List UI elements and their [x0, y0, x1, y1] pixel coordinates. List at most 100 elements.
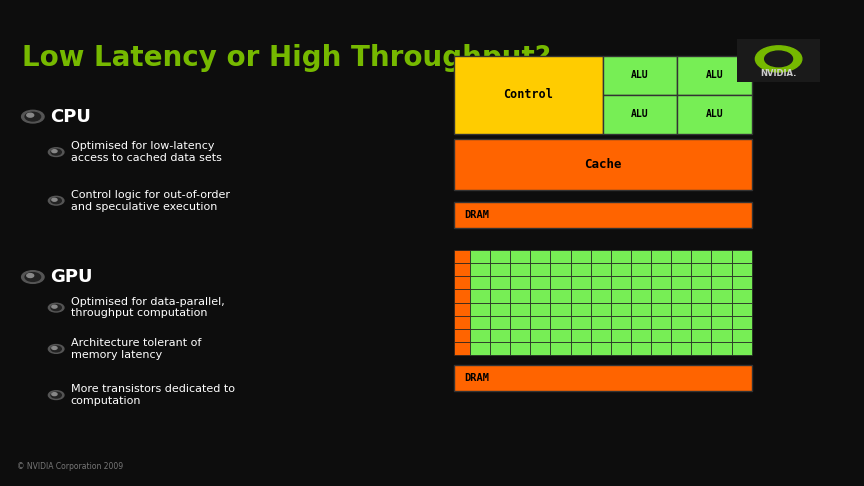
FancyBboxPatch shape	[511, 290, 530, 302]
FancyBboxPatch shape	[611, 342, 631, 355]
Text: © NVIDIA Corporation 2009: © NVIDIA Corporation 2009	[17, 462, 124, 471]
FancyBboxPatch shape	[711, 302, 732, 315]
Circle shape	[27, 274, 34, 278]
FancyBboxPatch shape	[732, 263, 752, 277]
FancyBboxPatch shape	[651, 290, 671, 302]
FancyBboxPatch shape	[550, 290, 570, 302]
FancyBboxPatch shape	[490, 250, 511, 263]
FancyBboxPatch shape	[651, 277, 671, 290]
FancyBboxPatch shape	[570, 342, 591, 355]
FancyBboxPatch shape	[631, 315, 651, 329]
Text: CPU: CPU	[50, 107, 91, 126]
Circle shape	[52, 198, 57, 201]
Circle shape	[51, 305, 61, 311]
FancyBboxPatch shape	[691, 277, 711, 290]
Text: ALU: ALU	[706, 70, 723, 80]
FancyBboxPatch shape	[550, 263, 570, 277]
Text: ALU: ALU	[706, 109, 723, 119]
FancyBboxPatch shape	[631, 302, 651, 315]
FancyBboxPatch shape	[651, 302, 671, 315]
FancyBboxPatch shape	[530, 329, 550, 342]
FancyBboxPatch shape	[470, 342, 490, 355]
FancyBboxPatch shape	[602, 56, 677, 95]
FancyBboxPatch shape	[470, 302, 490, 315]
FancyBboxPatch shape	[677, 56, 752, 95]
FancyBboxPatch shape	[490, 263, 511, 277]
FancyBboxPatch shape	[631, 277, 651, 290]
FancyBboxPatch shape	[671, 342, 691, 355]
FancyBboxPatch shape	[470, 329, 490, 342]
FancyBboxPatch shape	[490, 277, 511, 290]
Circle shape	[51, 198, 61, 204]
FancyBboxPatch shape	[591, 277, 611, 290]
FancyBboxPatch shape	[550, 342, 570, 355]
Circle shape	[52, 393, 57, 396]
Text: DRAM: DRAM	[464, 373, 489, 383]
Text: ALU: ALU	[631, 109, 649, 119]
FancyBboxPatch shape	[732, 302, 752, 315]
FancyBboxPatch shape	[550, 329, 570, 342]
FancyBboxPatch shape	[651, 315, 671, 329]
Circle shape	[27, 113, 34, 117]
FancyBboxPatch shape	[591, 315, 611, 329]
FancyBboxPatch shape	[711, 263, 732, 277]
FancyBboxPatch shape	[454, 139, 752, 190]
FancyBboxPatch shape	[691, 342, 711, 355]
Text: GPU: GPU	[50, 268, 92, 286]
FancyBboxPatch shape	[550, 315, 570, 329]
FancyBboxPatch shape	[691, 302, 711, 315]
Circle shape	[52, 305, 57, 308]
FancyBboxPatch shape	[454, 277, 470, 290]
Text: Control logic for out-of-order
and speculative execution: Control logic for out-of-order and specu…	[71, 190, 230, 211]
FancyBboxPatch shape	[530, 315, 550, 329]
FancyBboxPatch shape	[591, 290, 611, 302]
Circle shape	[48, 303, 64, 312]
FancyBboxPatch shape	[611, 302, 631, 315]
Text: Optimised for data-parallel,
throughput computation: Optimised for data-parallel, throughput …	[71, 297, 225, 318]
FancyBboxPatch shape	[490, 329, 511, 342]
FancyBboxPatch shape	[511, 342, 530, 355]
FancyBboxPatch shape	[550, 277, 570, 290]
FancyBboxPatch shape	[511, 315, 530, 329]
FancyBboxPatch shape	[570, 277, 591, 290]
FancyBboxPatch shape	[671, 250, 691, 263]
FancyBboxPatch shape	[470, 250, 490, 263]
FancyBboxPatch shape	[530, 302, 550, 315]
FancyBboxPatch shape	[454, 342, 470, 355]
Circle shape	[765, 51, 792, 67]
FancyBboxPatch shape	[530, 290, 550, 302]
Text: More transistors dedicated to
computation: More transistors dedicated to computatio…	[71, 384, 235, 406]
FancyBboxPatch shape	[454, 329, 470, 342]
FancyBboxPatch shape	[511, 329, 530, 342]
FancyBboxPatch shape	[570, 329, 591, 342]
FancyBboxPatch shape	[677, 95, 752, 134]
FancyBboxPatch shape	[454, 364, 752, 391]
FancyBboxPatch shape	[570, 315, 591, 329]
Text: NVIDIA.: NVIDIA.	[760, 69, 797, 78]
FancyBboxPatch shape	[671, 263, 691, 277]
FancyBboxPatch shape	[611, 263, 631, 277]
FancyBboxPatch shape	[611, 329, 631, 342]
FancyBboxPatch shape	[511, 277, 530, 290]
Circle shape	[755, 46, 802, 72]
FancyBboxPatch shape	[570, 302, 591, 315]
Circle shape	[22, 110, 44, 123]
Circle shape	[52, 150, 57, 153]
FancyBboxPatch shape	[631, 263, 651, 277]
Circle shape	[48, 345, 64, 353]
Text: Cache: Cache	[584, 157, 621, 171]
Text: Control: Control	[503, 88, 553, 101]
FancyBboxPatch shape	[591, 342, 611, 355]
Circle shape	[51, 392, 61, 398]
FancyBboxPatch shape	[591, 329, 611, 342]
FancyBboxPatch shape	[511, 302, 530, 315]
FancyBboxPatch shape	[691, 315, 711, 329]
FancyBboxPatch shape	[570, 250, 591, 263]
Text: Optimised for low-latency
access to cached data sets: Optimised for low-latency access to cach…	[71, 141, 222, 163]
FancyBboxPatch shape	[490, 315, 511, 329]
FancyBboxPatch shape	[631, 290, 651, 302]
FancyBboxPatch shape	[671, 277, 691, 290]
FancyBboxPatch shape	[530, 342, 550, 355]
FancyBboxPatch shape	[671, 315, 691, 329]
Circle shape	[48, 391, 64, 399]
